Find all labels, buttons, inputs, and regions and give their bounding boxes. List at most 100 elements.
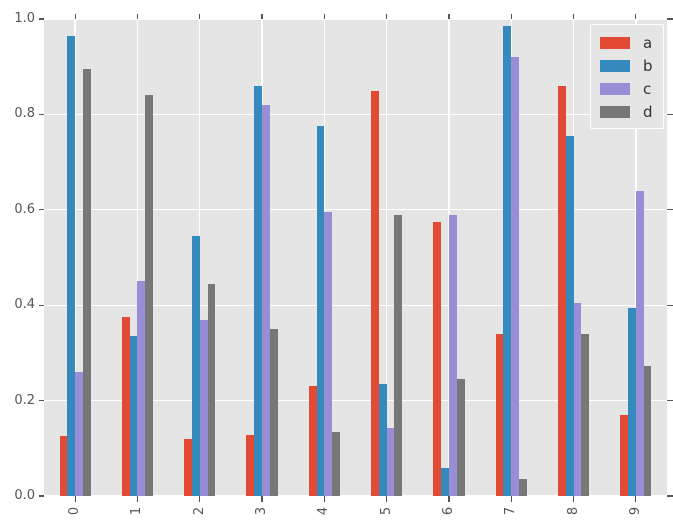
x-tick-top	[386, 13, 388, 19]
legend-label-c: c	[643, 79, 652, 98]
y-tick-label: 1.0	[14, 11, 35, 26]
x-tick-bottom	[323, 496, 325, 502]
y-tick-right	[667, 495, 673, 497]
h-gridline	[44, 495, 667, 497]
v-gridline	[635, 19, 637, 496]
bar-d-2	[207, 283, 216, 496]
x-tick-label: 2	[191, 506, 207, 516]
x-tick-top	[74, 13, 76, 19]
bar-a-5	[371, 90, 379, 496]
y-tick-right	[667, 209, 673, 211]
v-gridline	[136, 19, 139, 496]
x-tick-label: 4	[316, 506, 332, 516]
y-tick-left	[38, 399, 44, 402]
x-tick-label: 0	[67, 506, 83, 516]
bar-a-8	[557, 85, 566, 496]
x-tick-top	[136, 13, 139, 19]
h-gridline	[44, 113, 667, 116]
y-tick-label: 0.0	[14, 488, 35, 503]
bar-b-5	[378, 383, 387, 496]
y-tick-left	[38, 495, 44, 497]
v-gridline	[385, 19, 388, 496]
legend-label-a: a	[643, 33, 653, 52]
bar-d-0	[82, 69, 91, 496]
x-tick-top	[199, 13, 201, 19]
legend-swatch-d	[600, 105, 630, 118]
y-tick-label: 0.8	[14, 106, 35, 122]
v-gridline	[199, 19, 201, 496]
x-tick-bottom	[74, 496, 76, 502]
x-tick-bottom	[510, 496, 512, 502]
bar-c-6	[448, 214, 457, 496]
y-tick-right	[667, 113, 673, 116]
bar-b-9	[628, 307, 636, 496]
x-tick-label: 7	[503, 506, 519, 516]
legend-row: d	[600, 100, 663, 123]
x-tick-bottom	[136, 496, 139, 502]
y-tick-right	[667, 399, 673, 402]
bar-d-4	[332, 431, 340, 496]
legend-label-b: b	[643, 56, 653, 75]
x-tick-top	[635, 13, 637, 19]
legend-row: c	[600, 77, 663, 100]
x-tick-bottom	[386, 496, 388, 502]
bar-b-7	[503, 26, 512, 496]
x-tick-label: 5	[378, 506, 394, 516]
legend-row: b	[600, 54, 663, 77]
bar-a-4	[308, 386, 317, 496]
bar-c-2	[199, 319, 208, 496]
x-tick-bottom	[199, 496, 201, 502]
y-tick-left	[38, 113, 44, 116]
bar-a-0	[59, 436, 68, 496]
bar-a-6	[433, 221, 442, 496]
bar-d-9	[643, 365, 652, 496]
y-tick-right	[667, 18, 673, 20]
bar-a-3	[246, 434, 255, 496]
x-tick-label: 8	[565, 506, 581, 516]
bar-d-5	[394, 214, 403, 496]
bar-c-0	[75, 371, 83, 496]
bar-a-7	[495, 333, 504, 496]
legend-row: a	[600, 31, 663, 54]
v-gridline	[572, 19, 575, 496]
x-tick-top	[572, 13, 575, 19]
bar-b-6	[441, 468, 449, 496]
bar-d-3	[269, 329, 278, 496]
x-tick-top	[323, 13, 325, 19]
y-tick-right	[667, 304, 673, 306]
bar-b-4	[316, 126, 325, 496]
bar-a-2	[184, 438, 192, 496]
x-tick-bottom	[635, 496, 637, 502]
bar-c-4	[324, 212, 333, 496]
bar-b-3	[254, 85, 263, 496]
x-tick-label: 9	[627, 506, 643, 516]
y-tick-left	[38, 304, 44, 306]
bar-d-1	[145, 95, 154, 496]
x-tick-top	[261, 13, 263, 19]
v-gridline	[510, 19, 512, 496]
bar-b-1	[129, 336, 138, 496]
bar-c-9	[635, 190, 644, 496]
legend-swatch-b	[600, 59, 630, 72]
y-tick-left	[38, 18, 44, 20]
bar-c-7	[511, 57, 520, 496]
h-gridline	[44, 304, 667, 306]
x-tick-label: 6	[440, 506, 456, 516]
y-tick-label: 0.6	[14, 201, 35, 217]
bar-b-8	[565, 135, 574, 496]
h-gridline	[44, 18, 667, 20]
h-gridline	[44, 399, 667, 402]
x-tick-bottom	[448, 496, 450, 502]
x-tick-label: 1	[129, 506, 145, 516]
bar-b-2	[191, 236, 200, 496]
y-tick-label: 0.4	[14, 297, 35, 313]
bar-c-8	[573, 302, 582, 496]
bar-a-1	[121, 317, 130, 496]
x-tick-top	[448, 13, 450, 19]
bar-b-0	[67, 35, 76, 496]
bar-c-5	[386, 427, 395, 496]
bar-c-3	[262, 104, 270, 496]
